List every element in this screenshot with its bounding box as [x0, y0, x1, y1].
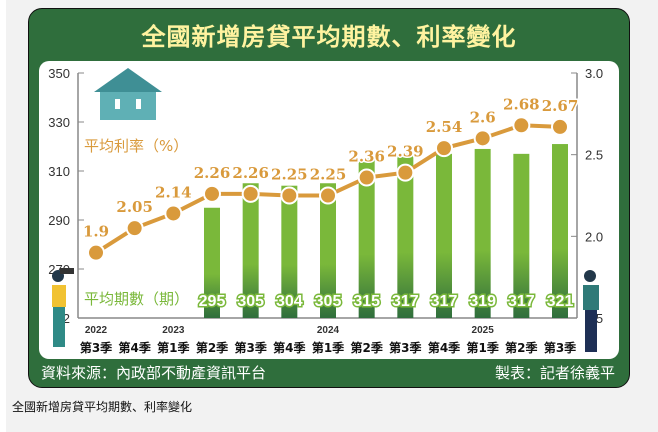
bar-value-label: 317: [392, 293, 419, 310]
rate-point: [396, 163, 415, 182]
x-tick-label: 第2季: [350, 340, 383, 355]
rate-point: [357, 168, 376, 187]
rate-point: [512, 116, 531, 135]
chart-title: 全國新增房貸平均期數、利率變化: [141, 22, 517, 51]
bar-value-label: 305: [237, 293, 264, 310]
x-tick-label: 第4季: [428, 340, 461, 355]
bar: [474, 148, 491, 318]
right-tick-label: 2.0: [585, 229, 603, 244]
rate-value-label: 2.05: [116, 198, 153, 216]
bar: [281, 185, 298, 318]
person-with-binoculars: [52, 268, 74, 347]
bar-value-label: 305: [315, 293, 342, 310]
x-tick-label: 第1季: [157, 340, 190, 355]
bar: [204, 207, 220, 318]
left-tick-label: 2: [63, 311, 70, 326]
bar-value-label: 315: [353, 293, 380, 310]
left-tick-label: 350: [48, 66, 70, 81]
rate-point: [473, 129, 492, 148]
bar-value-label: 319: [469, 293, 496, 310]
x-tick-label: 第3季: [234, 340, 267, 355]
rate-value-label: 2.39: [387, 143, 424, 161]
house-icon: [94, 68, 162, 120]
rate-point: [280, 186, 299, 205]
bar-value-label: 295: [199, 293, 226, 310]
bar: [320, 183, 336, 318]
x-tick-label: 第1季: [466, 340, 499, 355]
rate-point: [435, 139, 453, 158]
rate-point: [87, 243, 105, 262]
rate-point: [551, 117, 569, 136]
right-tick-label: 3.0: [585, 66, 603, 81]
person-standing: [583, 270, 599, 352]
bar: [552, 144, 568, 318]
x-tick-label: 第3季: [544, 340, 577, 355]
x-tick-label: 第4季: [273, 340, 306, 355]
rate-value-label: 2.68: [503, 95, 540, 113]
rate-value-label: 2.67: [542, 97, 579, 115]
bar-value-label: 321: [547, 293, 574, 310]
bar-value-label: 317: [508, 293, 535, 310]
bar: [397, 153, 414, 318]
bar: [242, 183, 259, 318]
rate-value-label: 2.36: [348, 148, 385, 166]
year-label: 2025: [472, 325, 495, 336]
rate-point: [164, 204, 183, 223]
data-source: 資料來源：內政部不動產資訊平台: [41, 364, 267, 382]
x-tick-label: 第1季: [312, 340, 345, 355]
x-tick-label: 第4季: [118, 340, 151, 355]
x-tick-label: 第3季: [80, 340, 113, 355]
right-tick-label: 2.5: [585, 148, 603, 163]
rate-value-label: 2.54: [426, 118, 463, 136]
bar: [513, 153, 530, 318]
year-label: 2022: [85, 325, 108, 336]
rate-value-label: 1.9: [83, 223, 109, 241]
rate-value-label: 2.25: [310, 166, 347, 184]
year-label: 2023: [162, 325, 185, 336]
chart-maker: 製表：記者徐義平: [494, 364, 615, 382]
legend-rate: 平均利率（%）: [84, 137, 188, 155]
x-tick-label: 第2季: [196, 340, 229, 355]
x-tick-label: 第3季: [389, 340, 422, 355]
bar-value-label: 317: [431, 293, 458, 310]
image-caption: 全國新增房貸平均期數、利率變化: [12, 400, 193, 414]
bar-value-label: 304: [276, 293, 303, 310]
rate-value-label: 2.25: [271, 166, 308, 184]
year-label: 2024: [317, 325, 340, 336]
legend-bars: 平均期數（期）: [84, 290, 189, 308]
rate-point: [241, 184, 260, 203]
rate-point: [319, 186, 337, 205]
rate-value-label: 2.26: [232, 164, 269, 182]
rate-value-label: 2.6: [470, 108, 496, 126]
x-tick-label: 第2季: [505, 340, 538, 355]
rate-point: [203, 184, 221, 203]
bar: [358, 158, 375, 318]
rate-point: [125, 219, 144, 238]
rate-value-label: 2.26: [194, 164, 231, 182]
left-tick-label: 330: [48, 115, 70, 130]
left-tick-label: 310: [48, 164, 70, 179]
bar: [436, 153, 452, 318]
left-tick-label: 290: [48, 213, 70, 228]
rate-value-label: 2.14: [155, 183, 192, 201]
